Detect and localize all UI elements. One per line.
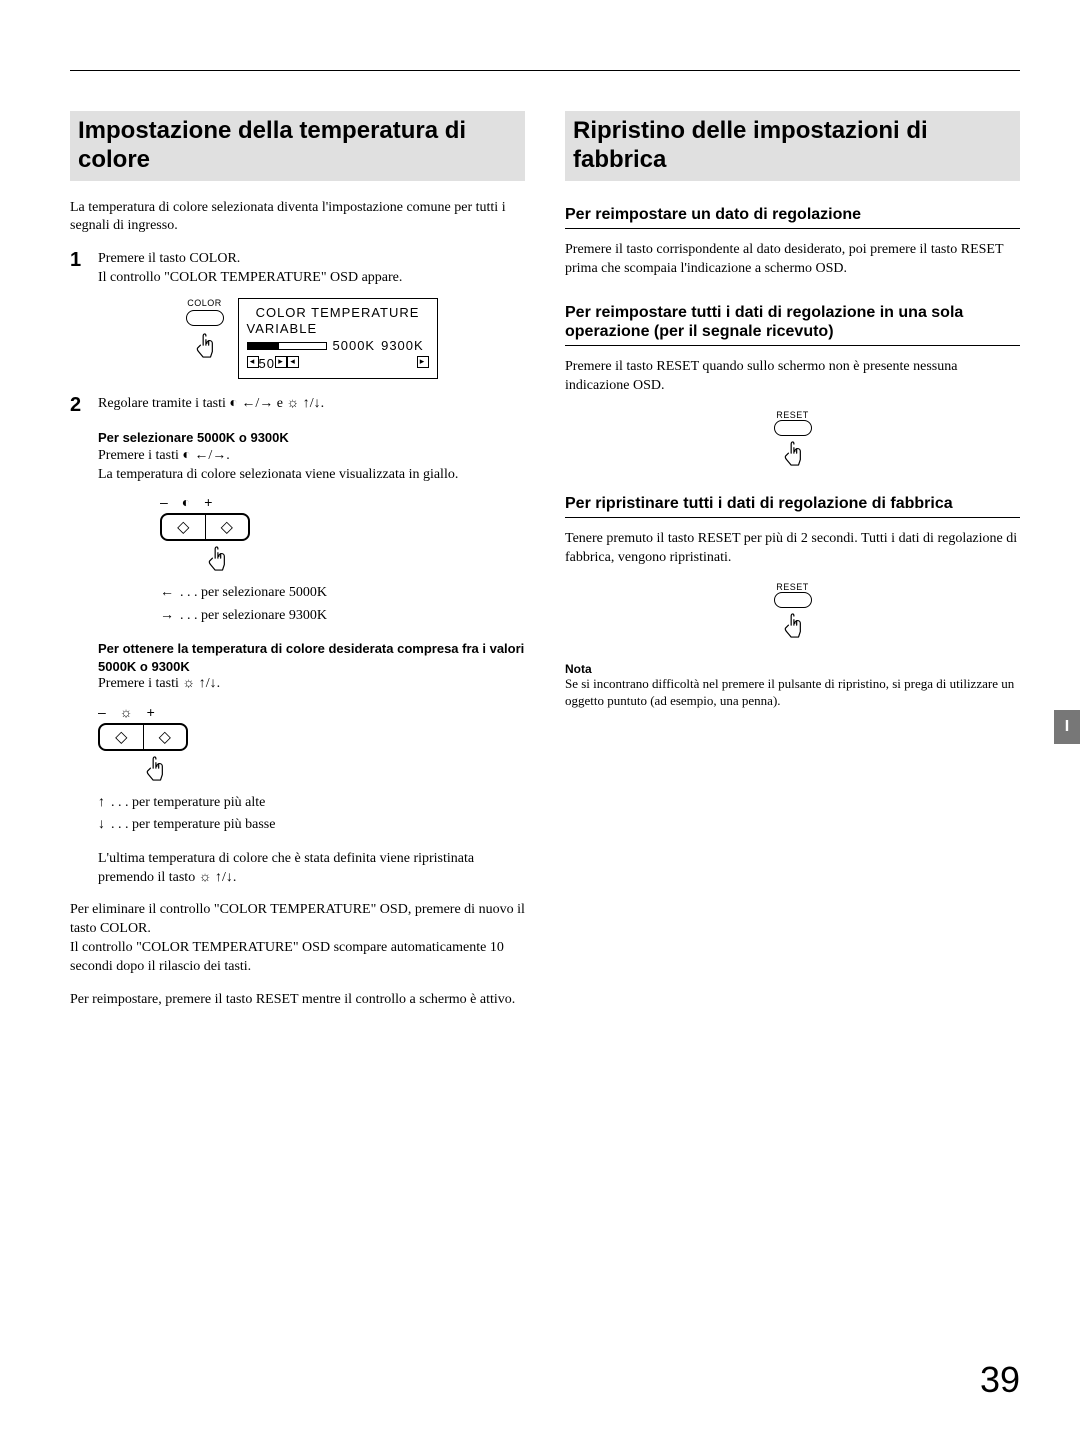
arrow-up-text: . . . per temperature più alte bbox=[111, 793, 265, 813]
select-heading: Per selezionare 5000K o 9300K bbox=[98, 429, 525, 447]
osd-box: COLOR TEMPERATURE VARIABLE 5000K 9300K ◂… bbox=[238, 298, 438, 379]
osd-bar-fill bbox=[248, 343, 279, 349]
down-arrow-icon: ↓ bbox=[98, 813, 105, 833]
reset-figure-1: RESET bbox=[565, 410, 1020, 470]
rocker-brightness-figure: – ☼ + ◇ ◇ bbox=[98, 704, 525, 785]
variable-p1: Premere i tasti ☼ ↑/↓. bbox=[98, 675, 525, 694]
right-h3-1: Per reimpostare un dato di regolazione bbox=[565, 205, 1020, 229]
arrow-left-text: . . . per selezionare 5000K bbox=[180, 583, 327, 603]
color-button-stack: COLOR bbox=[186, 298, 224, 362]
contrast-icon: ◐ bbox=[182, 494, 190, 510]
reset-label-2: RESET bbox=[776, 582, 809, 592]
rocker-brightness-labels: – ☼ + bbox=[98, 704, 155, 720]
select-5000-9300-block: Per selezionare 5000K o 9300K Premere i … bbox=[98, 429, 525, 484]
step-1-body: Premere il tasto COLOR. Il controllo "CO… bbox=[98, 250, 525, 288]
rocker-right-icon: ◇ bbox=[206, 515, 249, 539]
hand-icon bbox=[782, 440, 804, 470]
osd-bar-row: 5000K 9300K bbox=[247, 338, 429, 354]
step-1-line1: Premere il tasto COLOR. bbox=[98, 250, 525, 269]
osd-5000k-label: 5000K bbox=[333, 338, 376, 354]
arrow-down-text: . . . per temperature più basse bbox=[111, 815, 275, 835]
page-number: 39 bbox=[980, 1359, 1020, 1401]
rocker-contrast-labels: – ◐ + bbox=[160, 494, 212, 510]
left-arrow-icon: ← bbox=[160, 581, 174, 601]
two-column-layout: Impostazione della temperatura di colore… bbox=[70, 111, 1020, 1024]
rocker-left-icon: ◇ bbox=[162, 515, 206, 539]
osd-mid1-marker-icon: ▸ bbox=[275, 356, 287, 368]
osd-bar bbox=[247, 342, 327, 350]
step-2-body: Regolare tramite i tasti ◐ ←/→ e ☼ ↑/↓. bbox=[98, 395, 525, 415]
osd-variable: VARIABLE bbox=[247, 321, 429, 337]
right-h3-2: Per reimpostare tutti i dati di regolazi… bbox=[565, 303, 1020, 346]
rocker-up-icon: ◇ bbox=[100, 725, 144, 749]
sun-icon: ☼ bbox=[120, 704, 133, 720]
variable-heading: Per ottenere la temperatura di colore de… bbox=[98, 640, 525, 675]
osd-title: COLOR TEMPERATURE bbox=[247, 305, 429, 321]
hand-icon bbox=[782, 612, 804, 642]
reset-button-1 bbox=[774, 420, 812, 436]
arrow-list-ud: ↑ . . . per temperature più alte ↓ . . .… bbox=[98, 791, 525, 836]
nota-text: Se si incontrano difficoltà nel premere … bbox=[565, 676, 1020, 710]
rocker1-minus: – bbox=[160, 494, 168, 510]
color-button bbox=[186, 310, 224, 326]
up-arrow-icon: ↑ bbox=[98, 791, 105, 811]
osd-mid2-marker-icon: ◂ bbox=[287, 356, 299, 368]
right-arrow-icon: → bbox=[160, 604, 174, 624]
select-p1: Premere i tasti ◐ ←/→. bbox=[98, 447, 525, 466]
osd-9300k-label: 9300K bbox=[381, 338, 424, 354]
hand-icon bbox=[194, 332, 216, 362]
closing-para-1: Per eliminare il controllo "COLOR TEMPER… bbox=[70, 901, 525, 939]
select-p2: La temperatura di colore selezionata vie… bbox=[98, 466, 525, 485]
color-button-label: COLOR bbox=[187, 298, 222, 308]
right-p2: Premere il tasto RESET quando sullo sche… bbox=[565, 358, 1020, 396]
rocker2-minus: – bbox=[98, 704, 106, 720]
top-rule bbox=[70, 70, 1020, 71]
closing-para-3: Per reimpostare, premere il tasto RESET … bbox=[70, 991, 525, 1010]
left-column: Impostazione della temperatura di colore… bbox=[70, 111, 525, 1024]
step-1: 1 Premere il tasto COLOR. Il controllo "… bbox=[70, 250, 525, 288]
right-h3-3: Per ripristinare tutti i dati di regolaz… bbox=[565, 494, 1020, 518]
variable-temp-block: Per ottenere la temperatura di colore de… bbox=[98, 640, 525, 694]
right-column: Ripristino delle impostazioni di fabbric… bbox=[565, 111, 1020, 1024]
nota-label: Nota bbox=[565, 662, 1020, 676]
hand-icon bbox=[144, 755, 166, 785]
last-temp-para: L'ultima temperatura di colore che è sta… bbox=[98, 850, 525, 888]
hand-icon bbox=[206, 545, 228, 575]
right-p1: Premere il tasto corrispondente al dato … bbox=[565, 241, 1020, 279]
reset-figure-2: RESET bbox=[565, 582, 1020, 642]
left-section-title: Impostazione della temperatura di colore bbox=[70, 111, 525, 181]
reset-label-1: RESET bbox=[776, 410, 809, 420]
osd-scale-row: ◂ 50 ▸ ◂ ▸ bbox=[247, 356, 429, 372]
rocker-contrast-figure: – ◐ + ◇ ◇ bbox=[160, 494, 525, 575]
arrow-list-lr: ← . . . per selezionare 5000K → . . . pe… bbox=[160, 581, 525, 626]
closing-para-2: Il controllo "COLOR TEMPERATURE" OSD sco… bbox=[70, 939, 525, 977]
step-1-line2: Il controllo "COLOR TEMPERATURE" OSD app… bbox=[98, 269, 525, 288]
arrow-right-text: . . . per selezionare 9300K bbox=[180, 606, 327, 626]
language-tab: I bbox=[1054, 710, 1080, 744]
step-1-number: 1 bbox=[70, 250, 88, 288]
step-2: 2 Regolare tramite i tasti ◐ ←/→ e ☼ ↑/↓… bbox=[70, 395, 525, 415]
rocker-down-icon: ◇ bbox=[144, 725, 187, 749]
left-intro: La temperatura di colore selezionata div… bbox=[70, 199, 525, 237]
osd-value: 50 bbox=[259, 356, 275, 372]
reset-button-2 bbox=[774, 592, 812, 608]
rocker1-plus: + bbox=[204, 494, 212, 510]
right-section-title: Ripristino delle impostazioni di fabbric… bbox=[565, 111, 1020, 181]
color-osd-figure: COLOR COLOR TEMPERATURE VARIABLE 5000K 9… bbox=[98, 298, 525, 379]
rocker-contrast: ◇ ◇ bbox=[160, 513, 250, 541]
osd-right-marker-icon: ▸ bbox=[417, 356, 429, 368]
right-p3: Tenere premuto il tasto RESET per più di… bbox=[565, 530, 1020, 568]
rocker2-plus: + bbox=[147, 704, 155, 720]
rocker-brightness: ◇ ◇ bbox=[98, 723, 188, 751]
step-2-number: 2 bbox=[70, 395, 88, 415]
osd-left-marker-icon: ◂ bbox=[247, 356, 259, 368]
